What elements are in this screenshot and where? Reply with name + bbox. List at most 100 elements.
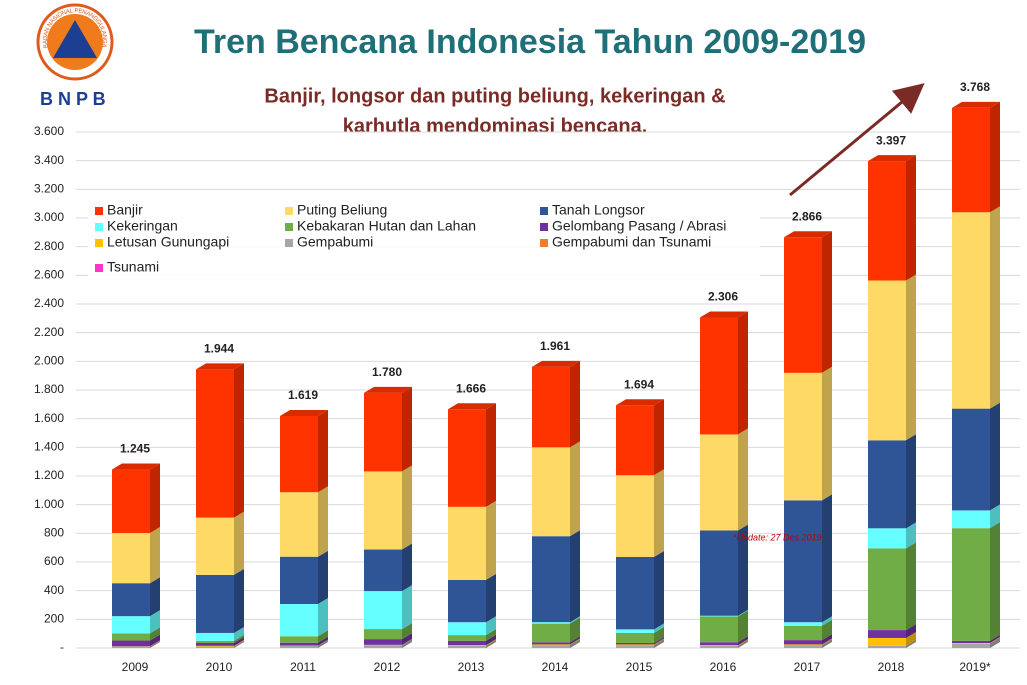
bar-side <box>906 624 916 638</box>
bar-side <box>738 610 748 643</box>
bar-segment <box>700 642 738 646</box>
bar-side <box>150 577 160 617</box>
subtitle: karhutla mendominasi bencana. <box>343 115 648 137</box>
y-tick-label: 1.600 <box>34 411 64 425</box>
legend-swatch <box>285 207 293 215</box>
bar-segment <box>952 408 990 511</box>
total-label: 1.619 <box>288 388 318 402</box>
bar-side <box>570 638 580 646</box>
bar-side <box>402 623 412 640</box>
bar-side <box>906 274 916 441</box>
total-label: 2.306 <box>708 290 738 304</box>
bar-segment <box>616 644 654 646</box>
y-tick-label: 2.000 <box>34 354 64 368</box>
bar-segment <box>784 640 822 645</box>
bar-side <box>402 543 412 592</box>
bar-segment <box>532 645 570 648</box>
bar-segment <box>448 409 486 507</box>
bar-side <box>654 638 664 646</box>
bar-side <box>318 409 328 493</box>
y-tick-label: 2.200 <box>34 325 64 339</box>
bar-side <box>738 524 748 616</box>
x-tick-label: 2010 <box>206 660 233 674</box>
bar-top <box>700 311 748 318</box>
bar-segment <box>616 405 654 476</box>
bar-side <box>402 638 412 646</box>
bar-segment <box>196 646 234 648</box>
bar-segment <box>868 280 906 441</box>
y-tick-label: - <box>60 640 64 654</box>
y-tick-label: 3.000 <box>34 210 64 224</box>
bar-side <box>318 597 328 637</box>
bar-side <box>822 639 832 648</box>
legend-label: Gempabumi dan Tsunami <box>552 234 711 250</box>
bar-side <box>738 636 748 646</box>
bar-segment <box>868 548 906 631</box>
bar-segment <box>112 469 150 534</box>
bar-segment <box>700 645 738 646</box>
bar-segment <box>532 447 570 537</box>
bar-segment <box>280 636 318 643</box>
bar-segment <box>952 528 990 641</box>
bars: 2009 1.245 2010 1.944 2011 1.619 2012 1.780 2013… <box>112 80 1000 674</box>
bar-segment <box>112 646 150 648</box>
bar-segment <box>532 536 570 623</box>
bar-side <box>318 630 328 643</box>
bar-side <box>402 465 412 550</box>
bar-segment <box>784 625 822 641</box>
bar-segment <box>196 632 234 641</box>
total-label: 3.768 <box>960 80 990 94</box>
bar-side <box>822 619 832 641</box>
bar-segment <box>448 579 486 623</box>
legend-swatch <box>95 239 103 247</box>
bar-side <box>486 616 496 636</box>
bar-side <box>486 639 496 648</box>
bar-side <box>990 504 1000 529</box>
bar-side <box>234 636 244 646</box>
legend-label: Letusan Gunungapi <box>107 234 229 250</box>
x-tick-label: 2013 <box>458 660 485 674</box>
bar-top <box>532 360 580 367</box>
bar-side <box>570 530 580 623</box>
trend-arrow <box>789 83 925 197</box>
bar-segment <box>784 645 822 648</box>
bar-side <box>654 636 664 645</box>
bar-segment <box>532 366 570 448</box>
bar-side <box>738 639 748 646</box>
bar-segment <box>448 506 486 580</box>
bar-side <box>654 626 664 643</box>
bar-segment <box>700 317 738 435</box>
bar-top <box>364 386 412 393</box>
bar-side <box>570 639 580 648</box>
bar-segment <box>112 616 150 634</box>
bar-segment <box>532 644 570 646</box>
bar-segment <box>448 645 486 646</box>
bar-side <box>318 639 328 646</box>
legend-label: Puting Beliung <box>297 202 387 218</box>
bar-side <box>990 637 1000 648</box>
bar-segment <box>868 161 906 281</box>
x-tick-label: 2016 <box>710 660 737 674</box>
bar-segment <box>364 639 402 645</box>
bar-segment <box>112 533 150 584</box>
bar-segment <box>616 475 654 557</box>
y-tick-label: 200 <box>44 612 64 626</box>
bar-segment <box>616 629 654 633</box>
bar-side <box>990 636 1000 644</box>
bar-segment <box>448 635 486 641</box>
bar-segment <box>868 637 906 646</box>
bar-segment <box>448 640 486 646</box>
x-tick-label: 2012 <box>374 660 401 674</box>
legend-swatch <box>540 223 548 231</box>
bar-segment <box>280 556 318 604</box>
y-tick-label: 1.000 <box>34 497 64 511</box>
bar-side <box>486 639 496 646</box>
brand: B N P B <box>40 89 106 109</box>
bar-top <box>196 363 244 370</box>
bar-segment <box>196 642 234 646</box>
y-tick-label: 2.800 <box>34 239 64 253</box>
legend: Banjir Puting Beliung Tanah Longsor Kekerin… <box>95 202 726 275</box>
legend-label: Gempabumi <box>297 234 373 250</box>
bar-segment <box>700 645 738 648</box>
bar-side <box>654 639 664 648</box>
